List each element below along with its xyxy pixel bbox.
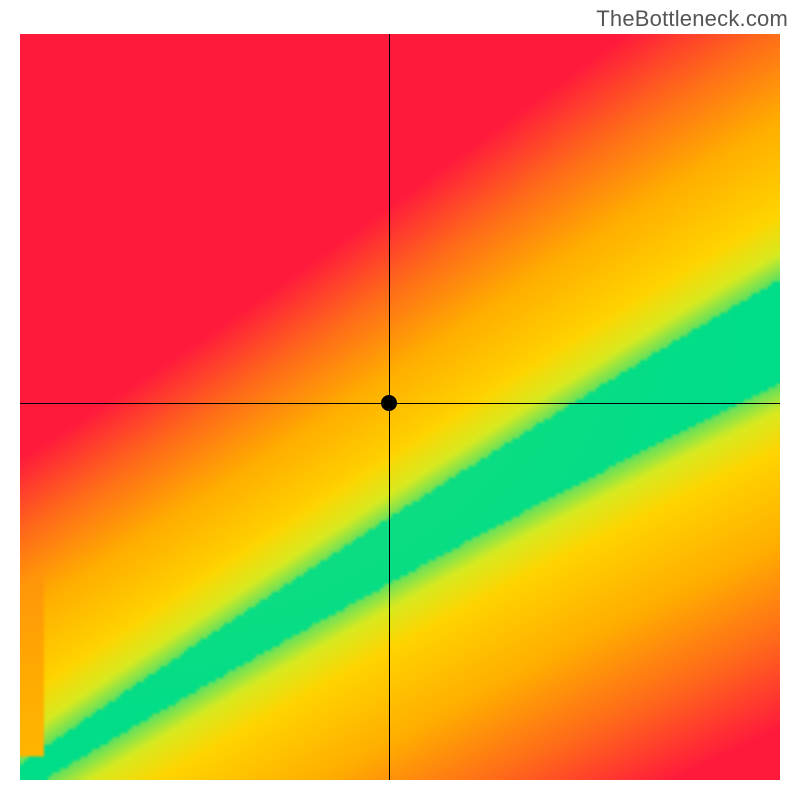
selection-marker <box>381 395 397 411</box>
crosshair-horizontal <box>20 403 780 404</box>
heatmap-canvas <box>20 34 780 780</box>
heatmap-plot <box>20 34 780 780</box>
watermark-text: TheBottleneck.com <box>596 6 788 32</box>
bottom-white-band <box>0 780 800 800</box>
